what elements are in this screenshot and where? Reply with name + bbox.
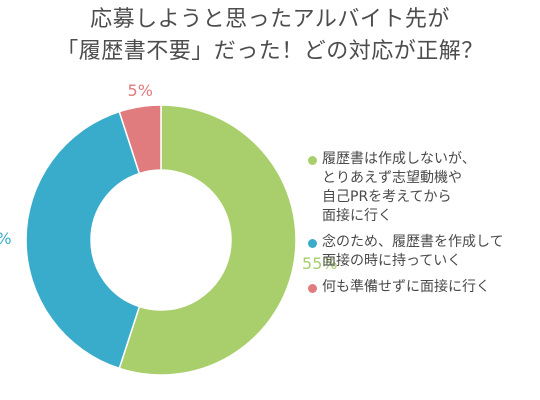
legend: 履歴書は作成しないが、 とりあえず志望動機や 自己PRを考えてから 面接に行く …: [308, 150, 536, 304]
legend-dot-icon: [308, 156, 317, 165]
slice-drawing-without-resume: [118, 104, 297, 376]
value-label-55: 55%: [302, 253, 338, 273]
legend-dot-icon: [308, 239, 317, 248]
legend-label: 履歴書は作成しないが、 とりあえず志望動機や 自己PRを考えてから 面接に行く: [322, 151, 476, 224]
legend-item-no-preparation: 何も準備せずに面接に行く: [308, 278, 536, 297]
value-label-5: 5%: [127, 80, 153, 100]
legend-dot-icon: [308, 284, 317, 293]
slice-no-preparation: [118, 104, 162, 175]
legend-label: 何も準備せずに面接に行く: [322, 279, 490, 295]
legend-item-bring-resume: 念のため、履歴書を作成して 面接の時に持っていく: [308, 233, 536, 271]
slice-bring-resume: [25, 110, 141, 370]
chart-title-line-2: 「履歴書不要」だった！どの対応が正解？: [56, 39, 484, 64]
legend-item-drawing-without-resume: 履歴書は作成しないが、 とりあえず志望動機や 自己PRを考えてから 面接に行く: [308, 150, 536, 226]
value-label-40: 40%: [0, 229, 12, 248]
chart-title-line-1: 応募しようと思ったアルバイト先が: [90, 7, 450, 32]
legend-label: 念のため、履歴書を作成して 面接の時に持っていく: [322, 234, 504, 269]
chart-title: 応募しようと思ったアルバイト先が 「履歴書不要」だった！どの対応が正解？: [0, 4, 540, 68]
